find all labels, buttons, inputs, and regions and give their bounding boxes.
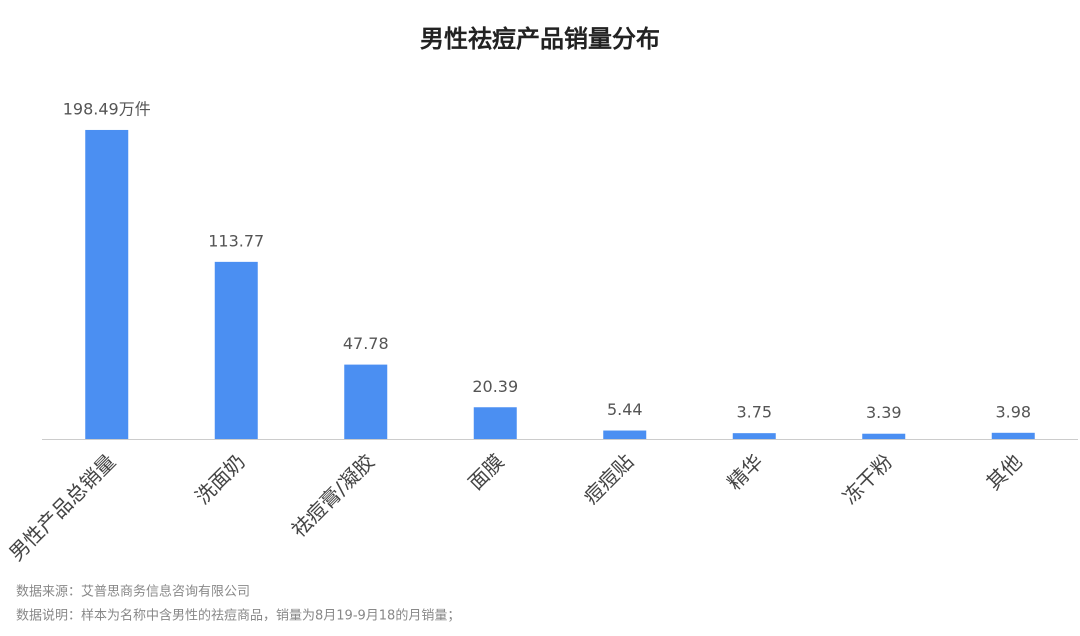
x-tick-label: 面膜	[463, 449, 508, 494]
x-tick-label: 洗面奶	[190, 449, 249, 508]
bar	[603, 430, 647, 439]
x-tick-label: 精华	[722, 449, 767, 494]
bar	[85, 129, 129, 440]
value-label: 3.98	[995, 402, 1031, 421]
bar	[214, 261, 258, 439]
value-label: 5.44	[607, 400, 643, 419]
value-label: 20.39	[472, 377, 518, 396]
bar	[344, 364, 388, 439]
bar	[991, 432, 1035, 439]
value-label: 3.39	[866, 403, 902, 422]
x-tick-label: 祛痘膏/凝胶	[287, 449, 379, 541]
bar	[473, 407, 517, 439]
x-tick-label: 其他	[981, 449, 1026, 494]
chart-title: 男性祛痘产品销量分布	[420, 25, 660, 53]
x-tick-label: 男性产品总销量	[4, 449, 120, 565]
x-tick-label: 冻干粉	[838, 449, 897, 508]
value-label: 113.77	[208, 231, 264, 250]
value-label: 47.78	[343, 334, 389, 353]
value-label: 198.49万件	[63, 99, 151, 118]
data-note: 数据说明：样本为名称中含男性的祛痘商品，销量为8月19-9月18的月销量；	[16, 608, 460, 624]
source-note: 数据来源：艾普思商务信息咨询有限公司	[16, 584, 250, 600]
bar	[862, 433, 906, 439]
bar	[732, 433, 776, 439]
x-tick-label: 痘痘贴	[579, 449, 638, 508]
value-label: 3.75	[736, 403, 772, 422]
